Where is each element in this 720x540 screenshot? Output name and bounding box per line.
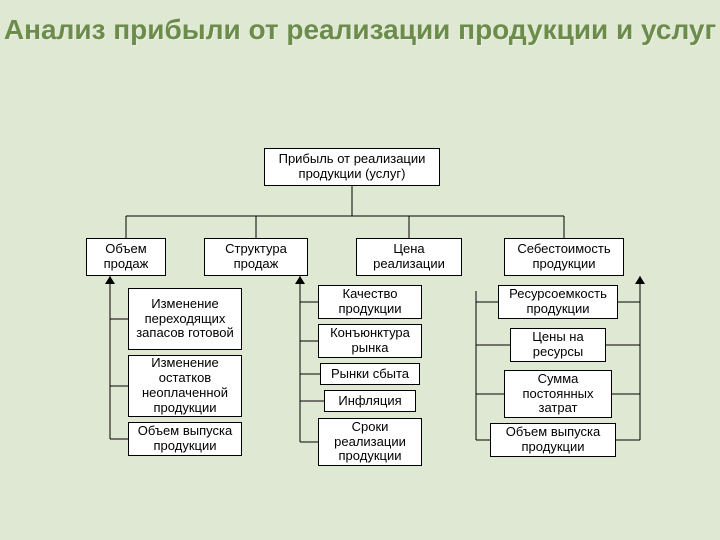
node-b3: Рынки сбыта [320,363,420,385]
node-c3: Сумма постоянных затрат [504,370,612,418]
node-cost: Себестоимость продукции [504,238,624,276]
node-a2: Изменение остатков неоплаченной продукци… [128,355,242,417]
node-b1: Качество продукции [318,285,422,319]
node-c1: Ресурсоемкость продукции [498,285,618,319]
node-volSales: Объем продаж [86,238,166,276]
node-struct: Структура продаж [204,238,308,276]
diagram-canvas: Прибыль от реализации продукции (услуг) О… [0,0,720,540]
node-b4: Инфляция [324,390,416,412]
node-b5: Сроки реализации продукции [318,418,422,466]
node-c2: Цены на ресурсы [510,328,606,362]
node-c4: Объем выпуска продукции [490,423,616,457]
node-root: Прибыль от реализации продукции (услуг) [264,148,440,186]
node-a1: Изменение переходящих запасов готовой [128,288,242,350]
node-b2: Конъюнктура рынка [318,324,422,358]
node-a3: Объем выпуска продукции [128,422,242,456]
node-price: Цена реализации [356,238,462,276]
